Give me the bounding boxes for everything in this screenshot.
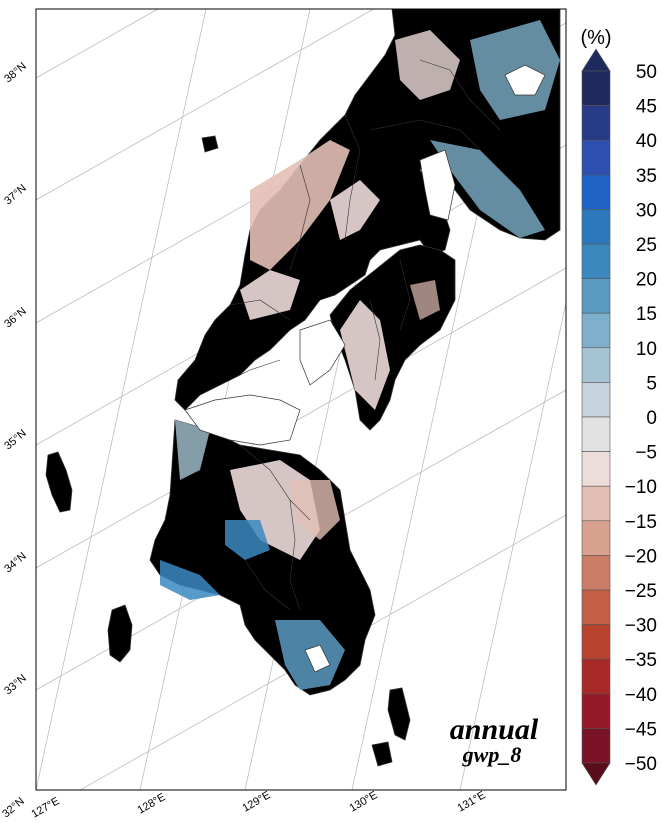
lat-label-33: 33°N: [2, 672, 29, 697]
colorbar-swatch: [581, 520, 611, 556]
colorbar: (%) 50454035302520151050−5−10−15−20−25−3…: [580, 27, 657, 786]
colorbar-labels: 50454035302520151050−5−10−15−20−25−30−35…: [625, 62, 657, 775]
colorbar-tick-label: −45: [625, 719, 657, 740]
prefecture-boundaries: [219, 59, 501, 611]
colorbar-tick-label: −35: [625, 650, 657, 671]
colorbar-swatch: [581, 485, 611, 522]
lat-labels: 32°N 33°N 34°N 35°N 36°N 37°N 38°N: [0, 60, 29, 820]
lat-label-36: 36°N: [2, 305, 29, 330]
colorbar-swatch: [581, 624, 611, 660]
colorbar-tick-label: 25: [636, 235, 657, 256]
colorbar-swatch: [581, 312, 611, 349]
map-content: [36, 9, 566, 790]
colorbar-swatch: [581, 105, 611, 141]
lon-label-129: 129°E: [241, 789, 273, 814]
lon-label-131: 131°E: [456, 789, 488, 814]
lat-label-38: 38°N: [2, 60, 29, 85]
colorbar-swatch: [581, 555, 611, 591]
colorbar-extend-top: [581, 48, 611, 72]
lat-label-35: 35°N: [2, 427, 29, 452]
lon-label-127: 127°E: [30, 795, 62, 820]
change-shading: [160, 20, 560, 690]
lon-label-130: 130°E: [348, 789, 380, 814]
colorbar-swatch: [581, 243, 611, 279]
colorbar-tick-label: −40: [625, 685, 657, 706]
colorbar-tick-label: 20: [636, 270, 657, 291]
colorbar-swatch: [581, 347, 611, 383]
period-annotation: annual: [450, 713, 539, 746]
lon-labels: 127°E 128°E 129°E 130°E 131°E: [30, 789, 488, 820]
colorbar-tick-label: 40: [636, 131, 657, 152]
scenario-annotation: gwp_8: [462, 742, 522, 767]
island-small-5: [371, 741, 393, 767]
colorbar-swatch: [581, 209, 611, 245]
island-small-2: [107, 604, 133, 663]
inland-seas: [184, 64, 546, 673]
colorbar-swatch: [581, 382, 611, 418]
map-frame: [35, 8, 567, 791]
colorbar-swatch: [581, 589, 611, 625]
colorbar-swatch: [581, 728, 611, 764]
colorbar-tick-label: 50: [636, 62, 657, 83]
colorbar-tick-label: −25: [625, 581, 657, 602]
colorbar-swatch: [581, 451, 611, 487]
colorbar-extend-bottom: [581, 762, 611, 786]
colorbar-swatch: [581, 70, 611, 106]
colorbar-tick-label: 45: [636, 97, 657, 118]
lon-label-128: 128°E: [136, 791, 168, 816]
island-small-4: [387, 687, 411, 741]
colorbar-swatch: [581, 174, 611, 210]
colorbar-tick-label: −10: [625, 477, 657, 498]
colorbar-tick-label: 0: [646, 408, 657, 429]
colorbar-tick-label: 10: [636, 339, 657, 360]
colorbar-swatch: [581, 658, 611, 695]
colorbar-tick-label: 35: [636, 166, 657, 187]
island-small-3: [201, 135, 219, 153]
lat-label-37: 37°N: [2, 182, 29, 207]
lat-label-34: 34°N: [2, 550, 29, 575]
colorbar-swatch: [581, 139, 611, 176]
colorbar-tick-label: 5: [646, 373, 657, 394]
colorbar-tick-label: −15: [625, 512, 657, 533]
colorbar-swatch: [581, 416, 611, 452]
colorbar-tick-label: −20: [625, 546, 657, 567]
colorbar-tick-label: −50: [625, 754, 657, 775]
colorbar-tick-label: −5: [635, 443, 657, 464]
colorbar-unit: (%): [580, 27, 611, 49]
colorbar-swatches: [581, 48, 611, 786]
colorbar-tick-label: 30: [636, 200, 657, 221]
lat-label-32: 32°N: [0, 795, 27, 820]
colorbar-tick-label: −30: [625, 616, 657, 637]
colorbar-tick-label: 15: [636, 304, 657, 325]
colorbar-swatch: [581, 278, 611, 314]
island-small-1: [45, 451, 73, 513]
colorbar-swatch: [581, 693, 611, 729]
